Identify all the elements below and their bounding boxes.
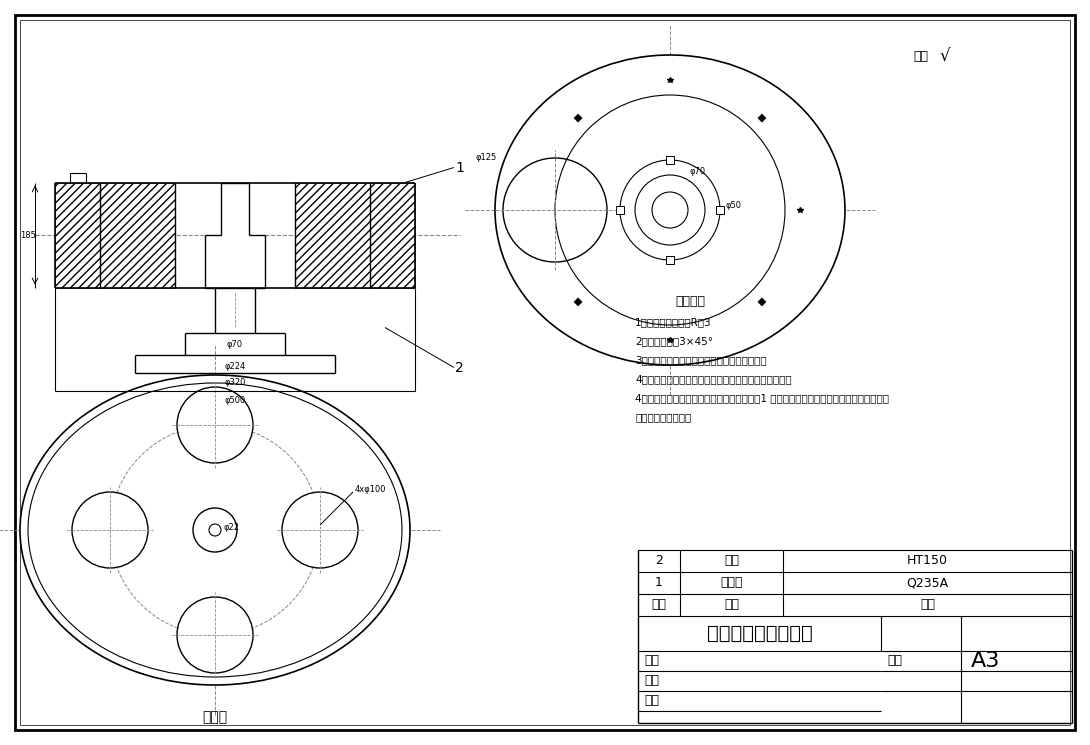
Text: 绘图: 绘图 [644,674,659,688]
Text: 1: 1 [455,160,464,174]
Bar [54,183,100,288]
Text: φ320: φ320 [225,378,245,387]
Bar [616,206,623,214]
Text: φ22: φ22 [223,524,239,533]
Text: 材料: 材料 [920,598,935,612]
Text: φ70: φ70 [227,340,243,349]
Text: √: √ [940,48,950,66]
Text: 名称: 名称 [724,598,739,612]
Bar [666,156,674,164]
Text: 图号: 图号 [887,655,903,668]
Text: φ224: φ224 [225,362,245,371]
Text: φ70: φ70 [690,168,706,177]
Ellipse shape [495,55,845,365]
Text: 序号: 序号 [652,598,666,612]
Text: 2: 2 [455,361,463,375]
Bar [100,183,175,288]
Bar [295,183,370,288]
Text: 技术要求: 技术要求 [675,295,705,308]
Text: 1，未注明圆角半径R＝3: 1，未注明圆角半径R＝3 [635,317,712,327]
Bar [716,206,724,214]
Text: A3: A3 [971,651,1001,671]
Text: 4，基座２安装时应时出煤口与工作头的出模冲头对其。: 4，基座２安装时应时出煤口与工作头的出模冲头对其。 [635,374,791,384]
Bar [370,183,415,288]
Text: 4，装配时，应使用套筒或调整垫片使冲煤模1 与基座２间有一定的缝隙，以减少运动过程: 4，装配时，应使用套筒或调整垫片使冲煤模1 与基座２间有一定的缝隙，以减少运动过… [635,393,889,403]
Circle shape [209,524,221,536]
Text: 2，未注明倒角3×45°: 2，未注明倒角3×45° [635,336,713,346]
Text: 审核: 审核 [644,694,659,708]
Text: φ125: φ125 [475,153,497,162]
Text: 2: 2 [655,554,663,568]
Text: 3，安装时基座２应通过螺钉与着体连接固定。: 3，安装时基座２应通过螺钉与着体连接固定。 [635,355,766,365]
Text: 1: 1 [655,577,663,589]
Circle shape [193,508,237,552]
Circle shape [177,597,253,673]
Text: 其余: 其余 [913,51,928,63]
Text: Q235A: Q235A [907,577,948,589]
Circle shape [177,387,253,463]
Text: φ50: φ50 [725,200,741,209]
Text: 185: 185 [20,230,36,239]
Text: 下视图: 下视图 [203,710,228,724]
Bar [666,256,674,264]
Text: φ500: φ500 [225,396,245,405]
Circle shape [72,492,148,568]
Bar [54,183,415,288]
Polygon shape [574,114,582,122]
Text: 4xφ100: 4xφ100 [355,486,387,495]
Text: 设计: 设计 [644,655,659,668]
Polygon shape [758,298,766,306]
Polygon shape [574,298,582,306]
Ellipse shape [20,375,410,685]
Text: 中的工作阻力。: 中的工作阻力。 [635,412,691,422]
Text: 基座: 基座 [724,554,739,568]
Text: HT150: HT150 [907,554,948,568]
Circle shape [282,492,358,568]
Text: 蜂窝煤成型机工作台: 蜂窝煤成型机工作台 [706,624,812,643]
Text: 冲煤模: 冲煤模 [720,577,742,589]
Bar [221,183,249,235]
Polygon shape [758,114,766,122]
Bar [205,183,265,288]
